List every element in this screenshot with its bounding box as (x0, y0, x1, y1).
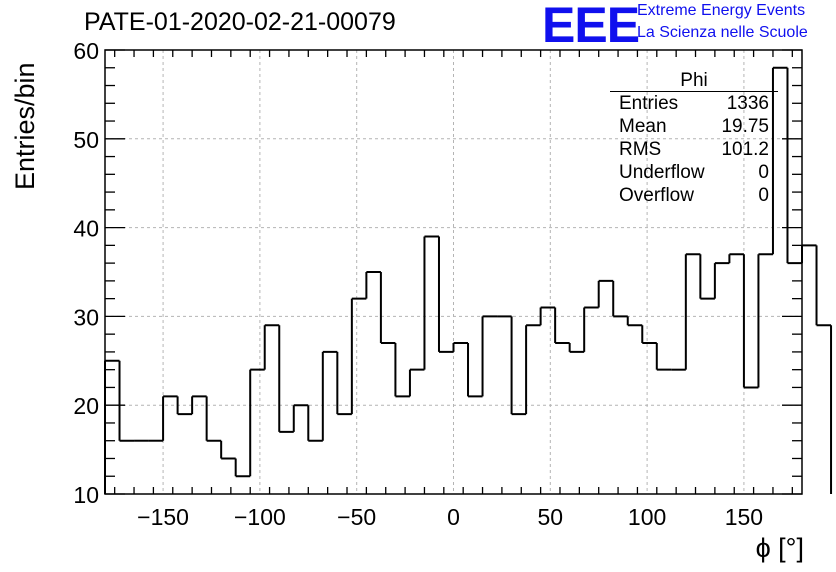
histogram-bin (176, 396, 193, 416)
x-tick-label: −100 (234, 504, 286, 530)
histogram-bin (771, 66, 788, 255)
stats-value: 0 (758, 185, 769, 206)
logo-line-2: La Scienza nelle Scuole (637, 24, 808, 41)
histogram-bin (307, 405, 323, 442)
histogram-bin (408, 368, 425, 397)
histogram-bin (467, 343, 483, 398)
histogram-bin (481, 315, 498, 397)
histogram-bin (205, 396, 222, 442)
stats-label: Mean (619, 116, 667, 137)
histogram-bin (510, 316, 527, 416)
histogram-bin (655, 343, 672, 371)
x-tick-label: −150 (137, 504, 189, 530)
histogram-bin (801, 244, 817, 264)
y-tick-label: 30 (73, 304, 99, 330)
histogram-bin (554, 307, 570, 345)
histogram-bin (220, 440, 236, 460)
histogram-bin (278, 325, 294, 433)
stats-row-rms: RMS 101.2 (610, 138, 778, 161)
axis-ticks (105, 49, 802, 495)
stats-label: RMS (619, 139, 662, 160)
y-tick-label: 20 (73, 393, 99, 419)
stats-box-name: Phi (610, 70, 778, 92)
histogram-bin (379, 272, 396, 345)
histogram-bars (104, 66, 833, 494)
histogram-bin (104, 359, 120, 494)
histogram-bin (234, 458, 251, 478)
x-tick-label: 0 (447, 504, 460, 530)
stats-label: Underflow (619, 162, 705, 183)
stats-value: 19.75 (721, 116, 769, 137)
histogram-bin (437, 236, 454, 353)
stats-label: Entries (619, 93, 679, 114)
x-axis-label: ϕ [°] (755, 533, 804, 563)
histogram-bin (699, 254, 715, 300)
y-tick-label: 60 (73, 38, 99, 64)
stats-value: 1336 (726, 93, 769, 114)
histogram-bin (162, 395, 178, 441)
stats-row-mean: Mean 19.75 (610, 115, 778, 138)
histogram-bin (394, 343, 410, 398)
histogram-bin (684, 253, 701, 370)
stats-row-overflow: Overflow 0 (610, 184, 778, 207)
histogram-bin (365, 271, 381, 299)
x-tick-label: 50 (538, 504, 564, 530)
histogram-bin (350, 297, 367, 415)
histogram-bin (292, 404, 309, 432)
histogram-bin (786, 67, 802, 265)
histogram-bin (423, 235, 439, 370)
stats-value: 0 (758, 162, 769, 183)
y-tick-label: 50 (73, 127, 99, 153)
stats-row-underflow: Underflow 0 (610, 161, 778, 184)
histogram-bin (321, 350, 338, 441)
histogram-bin (568, 343, 585, 353)
histogram-bin (539, 306, 556, 326)
stats-value: 101.2 (721, 139, 769, 160)
eee-logo: EEE (542, 0, 640, 53)
x-tick-label: −50 (337, 504, 376, 530)
histogram-bin (713, 262, 730, 299)
y-tick-label: 40 (73, 216, 99, 242)
histogram-bin (336, 351, 352, 416)
histogram-bin (757, 253, 773, 388)
stats-row-entries: Entries 1336 (610, 92, 778, 115)
logo-line-1: Extreme Energy Events (637, 2, 806, 19)
plot-border (104, 49, 803, 495)
histogram-bin (118, 360, 135, 442)
stats-label: Overflow (619, 185, 694, 206)
histogram-bin (249, 368, 265, 477)
y-tick-label: 10 (73, 482, 99, 508)
y-axis-label: Entries/bin (10, 62, 40, 190)
plot-frame (104, 49, 803, 495)
histogram-bin (525, 324, 541, 415)
histogram-bin (728, 253, 744, 264)
histogram-bin (626, 316, 643, 327)
histogram-bin (263, 324, 280, 370)
histogram-bin (815, 245, 833, 494)
x-tick-label: 150 (725, 504, 763, 530)
histogram-bin (452, 342, 469, 352)
histogram-bin (641, 325, 657, 345)
histogram-bin (597, 279, 614, 308)
chart-title: PATE-01-2020-02-21-00079 (84, 8, 396, 36)
x-tick-label: 100 (628, 504, 666, 530)
axis-tick-labels: −150 −100 −50 0 50 100 150 10 20 30 40 50 60 (73, 38, 763, 530)
histogram-bin (191, 395, 207, 415)
histogram-bin (742, 254, 759, 389)
histogram-bin (612, 280, 628, 318)
histogram-bin (583, 306, 599, 352)
stats-box: Phi Entries 1336 Mean 19.75 RMS 101.2 Un… (610, 70, 778, 207)
